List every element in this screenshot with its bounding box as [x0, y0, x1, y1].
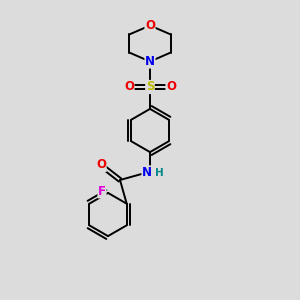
Text: O: O — [145, 19, 155, 32]
Text: O: O — [166, 80, 176, 94]
Text: N: N — [145, 55, 155, 68]
Text: S: S — [146, 80, 154, 94]
Text: F: F — [98, 185, 106, 198]
Text: O: O — [96, 158, 106, 172]
Text: N: N — [142, 166, 152, 179]
Text: H: H — [155, 167, 164, 178]
Text: O: O — [124, 80, 134, 94]
